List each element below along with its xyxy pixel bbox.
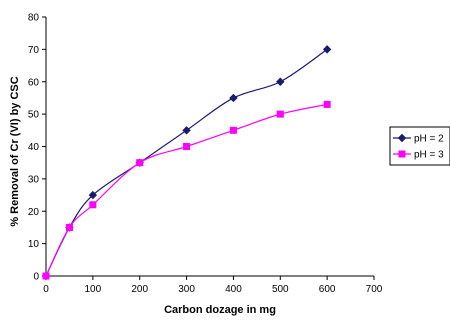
data-point: [229, 126, 237, 134]
legend-swatch-marker: [398, 150, 406, 158]
data-point: [323, 100, 331, 108]
series-1: [41, 45, 332, 281]
x-tick-label: 200: [131, 284, 148, 295]
data-point: [322, 45, 332, 54]
data-point: [276, 110, 284, 118]
y-ticks: 0 10 20 30 40 50 60 70 80: [28, 13, 46, 283]
data-point: [229, 93, 238, 103]
x-tick-label: 300: [178, 284, 195, 295]
data-point: [88, 190, 98, 200]
y-axis-title: % Removal of Cr (VI) by CSC: [9, 76, 21, 226]
data-point: [42, 272, 50, 280]
x-tick-label: 100: [85, 284, 102, 295]
y-tick-label: 10: [28, 239, 40, 250]
series-layer: [41, 45, 332, 281]
data-point: [276, 77, 285, 86]
legend-label: pH = 2: [414, 134, 444, 145]
data-point: [136, 159, 144, 167]
series-2: [42, 100, 331, 280]
x-tick-label: 700: [366, 284, 383, 295]
y-tick-label: 30: [28, 174, 40, 185]
x-tick-label: 600: [319, 284, 336, 295]
x-tick-label: 400: [225, 284, 242, 295]
x-tick-label: 0: [43, 284, 49, 295]
legend: pH = 2 pH = 3: [389, 126, 450, 166]
y-tick-label: 70: [28, 45, 40, 56]
y-tick-label: 0: [33, 272, 39, 283]
y-tick-label: 60: [28, 77, 40, 88]
legend-swatch-marker: [397, 133, 407, 143]
data-point: [183, 143, 191, 150]
legend-label: pH = 3: [414, 150, 444, 161]
y-tick-label: 40: [28, 142, 40, 153]
data-point: [65, 223, 73, 231]
legend-item: pH = 2: [393, 134, 444, 145]
legend-box: [389, 126, 450, 166]
y-tick-label: 80: [28, 13, 40, 24]
x-ticks: 0 100 200 300 400 500 600 700: [43, 276, 383, 295]
data-point: [89, 201, 97, 209]
data-point: [182, 126, 191, 135]
y-tick-label: 20: [28, 207, 40, 218]
x-tick-label: 500: [272, 284, 289, 295]
y-tick-label: 50: [28, 110, 40, 121]
legend-item: pH = 3: [393, 150, 444, 161]
x-axis-title: Carbon dozage in mg: [164, 304, 276, 316]
series-line: [45, 48, 328, 277]
